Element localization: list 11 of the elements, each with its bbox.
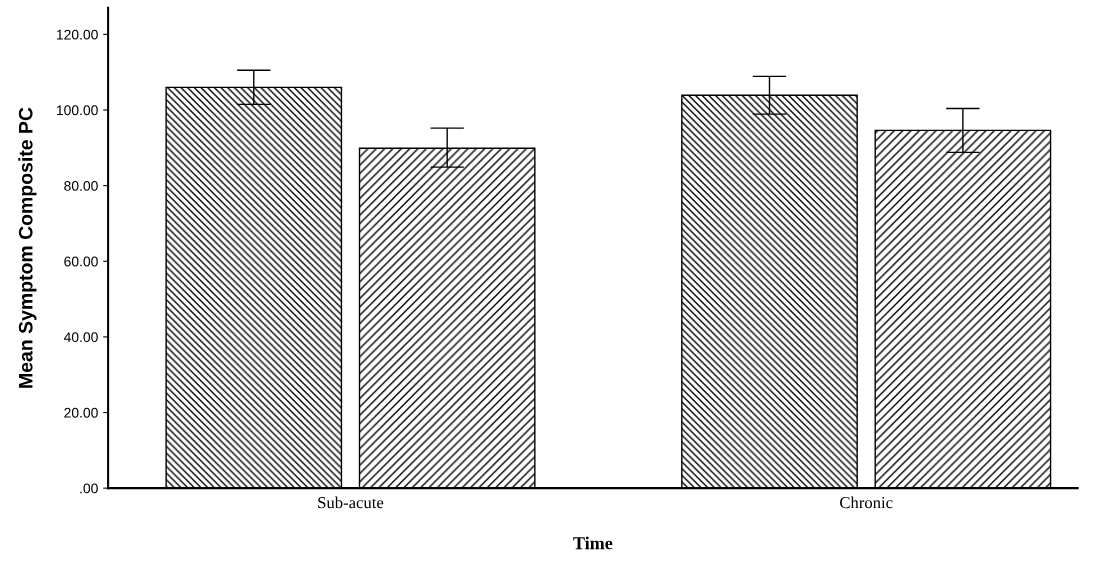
y-tick-label: 80.00: [64, 180, 98, 191]
y-tick-label: 100.00: [56, 105, 98, 116]
y-tick-label: .00: [80, 483, 98, 494]
y-tick-label: 60.00: [64, 256, 98, 267]
y-tick-label: 20.00: [64, 407, 98, 418]
y-axis-title: Mean Symptom Composite PC: [18, 107, 37, 388]
x-tick-label: Sub-acute: [318, 496, 384, 509]
x-tick-label: Chronic: [840, 496, 893, 509]
x-axis-title: Time: [573, 536, 613, 550]
y-tick-label: 40.00: [63, 332, 98, 343]
y-tick-label: 120.00: [56, 29, 98, 40]
